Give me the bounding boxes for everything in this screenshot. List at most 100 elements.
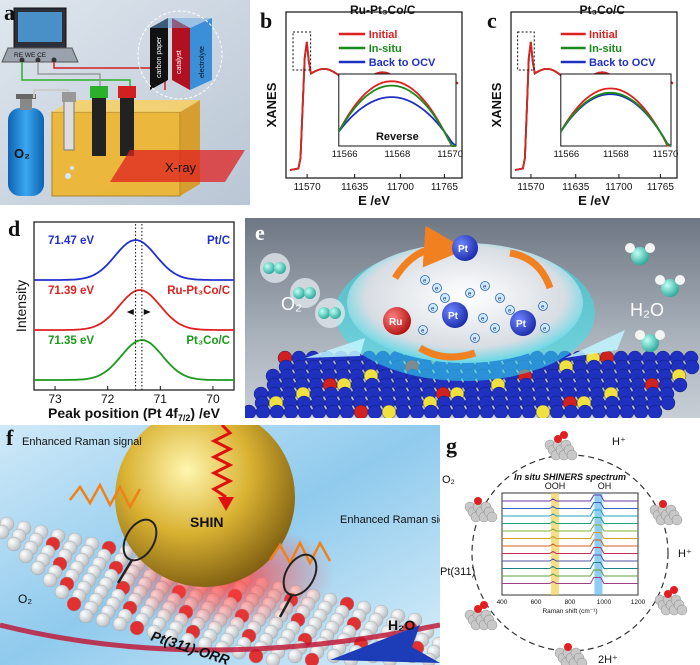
- panel-label-c: c: [487, 8, 497, 33]
- h2o-label: H₂O: [630, 300, 664, 320]
- lattice-atom: [423, 404, 439, 418]
- raman-spectrum-line: [502, 577, 638, 584]
- raman-spectrum-line: [502, 532, 638, 539]
- inset-line: [338, 96, 457, 147]
- electron-label: e: [481, 317, 485, 323]
- lattice-atom: [180, 632, 196, 648]
- lattice-atom: [78, 608, 94, 624]
- oh-band: [594, 493, 603, 595]
- lattice-atom: [304, 652, 320, 665]
- electron-icon: [470, 333, 480, 343]
- layer-catalyst: catalyst: [176, 50, 183, 74]
- pt-cluster-icon: [544, 431, 578, 461]
- band-label-oh: OH: [598, 481, 612, 491]
- x-tick-label: 11700: [605, 182, 633, 193]
- setup-schematic: RE WE CE carbon paper catalyst electroly…: [0, 0, 250, 205]
- electron-icon: [538, 301, 548, 311]
- lattice-atom: [326, 648, 342, 664]
- inset-tick-label: 11570: [653, 149, 679, 160]
- x-tick-label: 11635: [341, 182, 369, 193]
- panel-g: g O₂ H⁺ H⁺ 2H⁺ Pt(311) In situ SHINERS spectr…: [440, 425, 700, 665]
- raman-spectrum-line: [502, 539, 638, 547]
- inset-tick-label: 11570: [437, 149, 463, 160]
- raman-spectrum-line: [502, 554, 638, 562]
- raman-wave-right: [268, 540, 332, 566]
- chart-title: Pt₃Co/C: [580, 3, 626, 17]
- lattice-atom: [66, 596, 82, 612]
- peak-position-label: 71.47 eV: [48, 235, 94, 247]
- lattice-atom: [339, 404, 355, 418]
- cluster-atom: [486, 619, 498, 631]
- raman-wave-left: [69, 482, 142, 510]
- oxygen-atom: [554, 435, 562, 443]
- inset-tick-label: 11566: [332, 149, 358, 160]
- oxygen-atom: [560, 431, 568, 439]
- electron-label: e: [543, 327, 547, 333]
- electron-icon: [420, 275, 430, 285]
- panel-label-a: a: [4, 0, 15, 25]
- chart-title: Ru-Pt₃Co/C: [350, 3, 416, 17]
- lattice-atom: [563, 404, 579, 418]
- electron-label: e: [473, 337, 477, 343]
- cluster-atom: [486, 511, 498, 523]
- raman-spectrum-line: [502, 494, 638, 502]
- electron-label: e: [443, 297, 447, 303]
- y-axis-label: Intensity: [13, 280, 29, 332]
- inset-tick-label: 11566: [553, 149, 579, 160]
- series-label: Pt₃Co/C: [186, 335, 230, 347]
- cluster-atom: [676, 604, 688, 616]
- x-tick-label: 11765: [647, 182, 675, 193]
- raman-spectrum-line: [502, 562, 638, 569]
- inset-label: Reverse: [376, 131, 419, 143]
- cycle-arrow-icon: [418, 344, 477, 361]
- xray-label: X-ray: [165, 160, 197, 175]
- oxygen-atom: [564, 643, 572, 651]
- electrode-layer-stack: [150, 18, 216, 90]
- xray-beam: [110, 150, 245, 182]
- pt-cluster-icon: [649, 500, 683, 526]
- lattice-atom: [18, 548, 34, 564]
- y-axis-label: XANES: [264, 82, 279, 127]
- x-axis-label: Raman shift (cm⁻¹): [542, 608, 597, 615]
- x-tick-label: 1000: [597, 599, 612, 606]
- inset-tick-label: 11568: [385, 149, 411, 160]
- legend-label: Initial: [369, 29, 398, 41]
- lattice-atom: [633, 404, 649, 418]
- oxygen-atom: [480, 601, 488, 609]
- x-tick-label: 600: [531, 599, 542, 606]
- panel-label-d: d: [8, 216, 21, 241]
- lattice-atom: [493, 404, 509, 418]
- lattice-atom: [647, 404, 663, 418]
- lattice-atom: [535, 404, 551, 418]
- lattice-atom: [660, 395, 676, 411]
- x-tick-label: 400: [497, 599, 508, 606]
- lattice-atom: [54, 584, 70, 600]
- lattice-atom: [549, 404, 565, 418]
- pt-label: Pt: [448, 311, 459, 322]
- pt-label: Pt: [458, 244, 469, 255]
- x-tick-label: 70: [206, 392, 220, 406]
- lattice-atom: [129, 620, 145, 636]
- panel-label-f: f: [6, 425, 14, 450]
- lattice-atom: [42, 572, 58, 588]
- cycle-arrow-icon: [509, 249, 554, 290]
- shin-label: SHIN: [190, 514, 223, 530]
- shiners-illustration: SHIN Enhanced Raman signal Enhanced Rama…: [0, 425, 440, 665]
- h2o-label: H₂O: [388, 617, 415, 633]
- plot-frame: [510, 11, 678, 179]
- legend-label: In-situ: [369, 43, 402, 55]
- cycle-label-o2: O₂: [442, 474, 455, 486]
- laptop-icon: [1, 7, 79, 63]
- plot-frame: [33, 221, 235, 391]
- zoom-box: [517, 31, 535, 71]
- xanes-chart-b: Ru-Pt₃Co/C XANES E /eV 11570 11635 11700 11765…: [264, 3, 463, 208]
- x-tick-label: 800: [565, 599, 576, 606]
- layer-electrolyte: electrolyte: [199, 46, 206, 78]
- electron-label: e: [483, 285, 487, 291]
- raman-signal-left: Enhanced Raman signal: [22, 436, 142, 448]
- xps-peak-line: [34, 239, 234, 281]
- lattice-atom: [409, 404, 425, 418]
- lattice-atom: [146, 624, 162, 640]
- series-label: Pt/C: [207, 235, 230, 247]
